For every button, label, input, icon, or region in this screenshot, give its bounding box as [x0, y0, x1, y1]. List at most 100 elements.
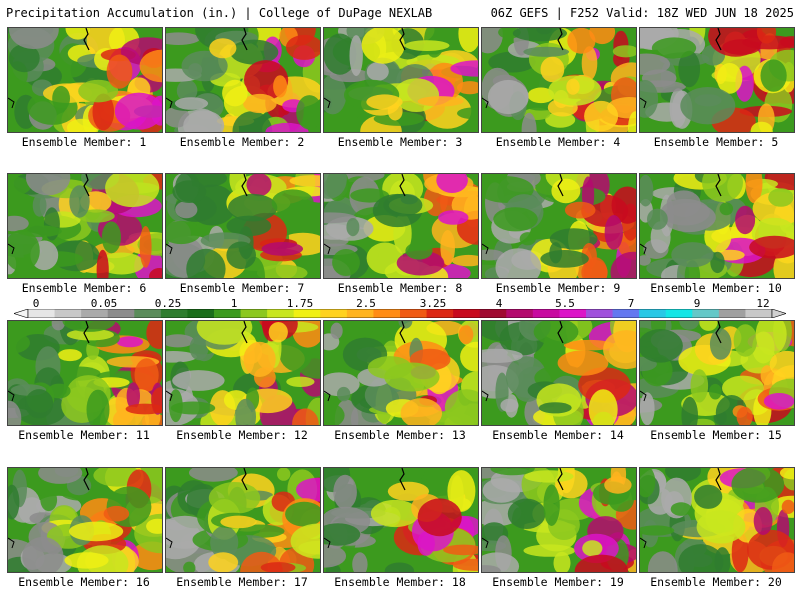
coastline — [83, 28, 90, 51]
ensemble-member-map — [639, 173, 795, 279]
coastline — [557, 468, 564, 491]
precip-contour-blob — [716, 63, 743, 94]
precip-field — [482, 321, 636, 425]
precip-contour-blob — [493, 207, 538, 232]
precip-contour-blob — [536, 28, 553, 35]
precip-contour-blob — [567, 28, 596, 54]
coastline — [399, 28, 406, 51]
precip-contour-blob — [265, 122, 309, 132]
precip-contour-blob — [350, 188, 390, 203]
precip-contour-blob — [261, 242, 304, 256]
precip-contour-blob — [324, 523, 361, 546]
precip-contour-blob — [69, 185, 90, 218]
precip-contour-blob — [696, 510, 746, 544]
ensemble-member-map — [7, 467, 163, 573]
precip-field — [324, 468, 478, 572]
coastline — [640, 243, 647, 255]
precip-contour-blob — [324, 174, 347, 199]
ensemble-member-map — [7, 320, 163, 426]
precip-contour-blob — [722, 375, 764, 401]
ensemble-member-map — [639, 467, 795, 573]
precip-contour-blob — [524, 470, 574, 483]
precip-contour-blob — [146, 518, 162, 534]
precip-contour-blob — [273, 75, 288, 98]
precip-contour-blob — [324, 401, 345, 425]
precip-contour-blob — [755, 321, 787, 356]
ensemble-member-map — [165, 320, 321, 426]
precip-contour-blob — [268, 322, 288, 343]
precip-contour-blob — [540, 250, 589, 268]
precip-contour-blob — [98, 252, 145, 275]
ensemble-member-caption: Ensemble Member: 12 — [176, 428, 308, 442]
precip-contour-blob — [527, 87, 555, 104]
coastline — [640, 537, 647, 549]
precip-contour-blob — [52, 85, 70, 111]
ensemble-member-caption: Ensemble Member: 19 — [492, 575, 624, 589]
precip-contour-blob — [47, 383, 71, 399]
precip-contour-blob — [228, 193, 278, 222]
precip-contour-blob — [781, 499, 794, 514]
coastline — [640, 97, 647, 109]
colorbar-swatch — [293, 309, 321, 318]
ensemble-member-caption: Ensemble Member: 6 — [21, 281, 147, 295]
precip-contour-blob — [96, 249, 109, 278]
colorbar-swatch — [612, 309, 640, 318]
colorbar-swatch — [426, 309, 454, 318]
ensemble-member-map — [481, 27, 637, 133]
precip-contour-blob — [690, 369, 709, 403]
precip-field — [640, 468, 794, 572]
ensemble-member-caption: Ensemble Member: 4 — [495, 135, 621, 149]
precip-contour-blob — [139, 49, 162, 83]
valid-time-title: 06Z GEFS | F252 Valid: 18Z WED JUN 18 20… — [490, 6, 794, 20]
precip-contour-blob — [482, 565, 501, 572]
precip-contour-blob — [540, 56, 565, 83]
colorbar-swatch — [586, 309, 613, 318]
precip-contour-blob — [366, 94, 403, 110]
precip-contour-blob — [640, 255, 651, 266]
precip-contour-blob — [702, 174, 743, 203]
colorbar-swatch — [107, 309, 135, 318]
coastline — [8, 390, 15, 402]
precip-contour-blob — [647, 208, 668, 230]
precip-contour-blob — [680, 87, 736, 125]
precip-contour-blob — [189, 468, 238, 482]
precip-contour-blob — [125, 403, 162, 415]
ensemble-member-map — [323, 27, 479, 133]
ensemble-member-caption: Ensemble Member: 17 — [176, 575, 308, 589]
precip-contour-blob — [640, 79, 659, 118]
precip-contour-blob — [166, 220, 201, 245]
precip-contour-blob — [106, 54, 133, 89]
colorbar-swatch — [28, 309, 55, 318]
precip-contour-blob — [500, 398, 519, 413]
precip-field — [8, 468, 162, 572]
precip-field — [482, 174, 636, 278]
precip-contour-blob — [8, 215, 29, 232]
precip-contour-blob — [523, 544, 576, 557]
precip-contour-blob — [361, 28, 405, 64]
precip-contour-blob — [243, 341, 276, 377]
coastline — [557, 28, 564, 51]
precip-contour-blob — [603, 330, 636, 370]
precip-contour-blob — [760, 365, 774, 386]
coastline — [83, 174, 90, 197]
precip-contour-blob — [756, 28, 777, 44]
colorbar-swatch — [240, 309, 268, 318]
precip-contour-blob — [709, 383, 722, 400]
precip-contour-blob — [222, 79, 248, 107]
colorbar-swatch — [320, 309, 348, 318]
colorbar-swatch — [346, 309, 374, 318]
colorbar-tick-label: 1 — [230, 297, 238, 310]
ensemble-member-map — [165, 27, 321, 133]
precip-contour-blob — [589, 28, 616, 45]
precip-contour-blob — [452, 558, 478, 571]
colorbar-tick-label: 7 — [627, 297, 635, 310]
colorbar-swatch — [81, 309, 109, 318]
precip-contour-blob — [763, 393, 794, 410]
ensemble-member-map — [323, 467, 479, 573]
colorbar-tick-label: 3.25 — [419, 297, 447, 310]
precip-contour-blob — [234, 524, 285, 538]
precip-field — [166, 468, 320, 572]
precip-contour-blob — [417, 531, 435, 556]
precip-contour-blob — [694, 484, 723, 509]
ensemble-member-caption: Ensemble Member: 9 — [495, 281, 621, 295]
